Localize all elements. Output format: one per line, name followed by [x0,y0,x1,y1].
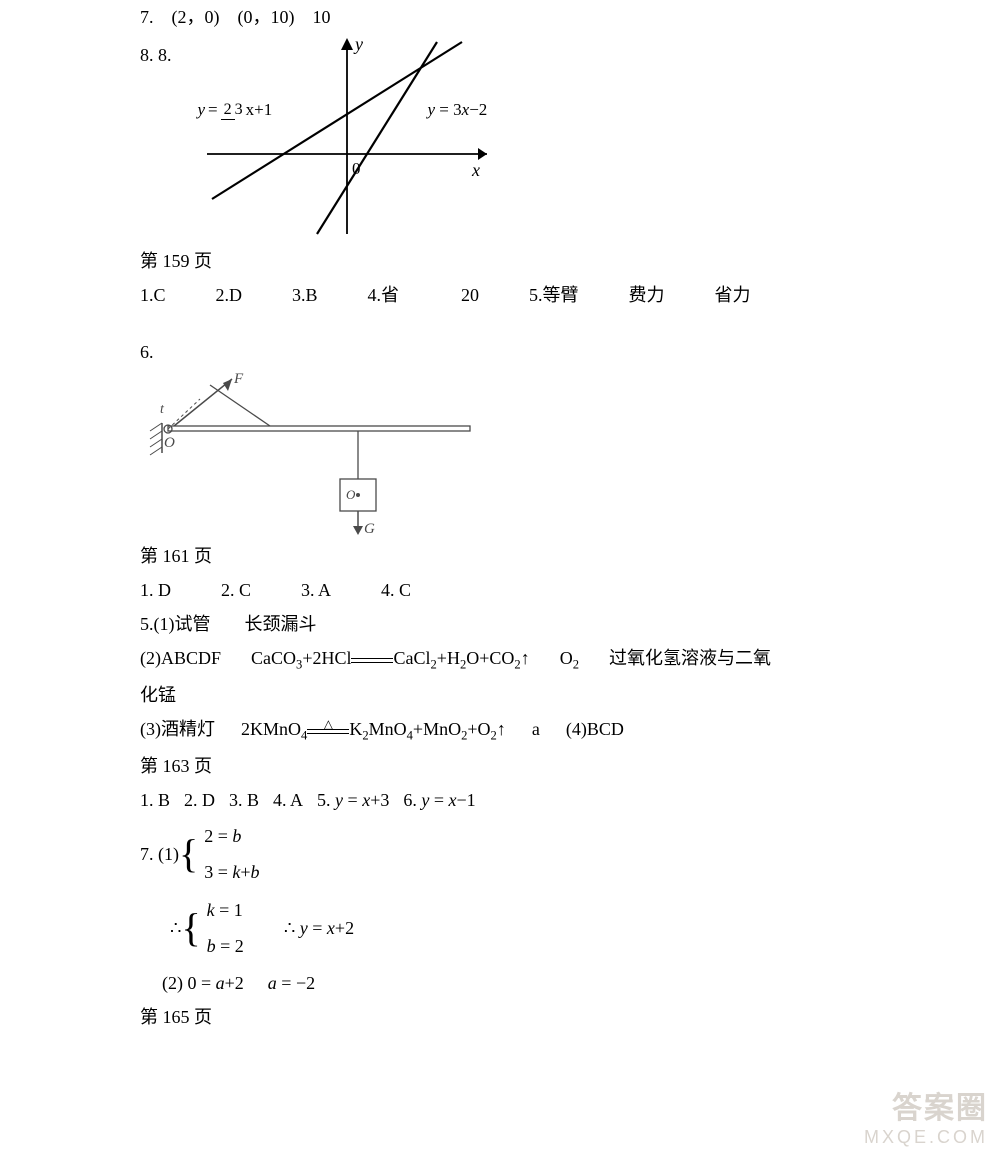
answer-7: 7. (2，0) (0，10) 10 [140,0,860,34]
page-161-row1: 1. D 2. C 3. A 4. C [140,573,860,607]
p163-q7-1: 7. (1) { 2 = b 3 = k+b [140,817,860,891]
q7-2-eq1: (2) 0 = a+2 [162,966,244,1000]
q5-3-c: a [532,712,540,746]
q7-value: 10 [313,0,331,34]
eq-left-label: y = 23 x+1 [198,94,273,126]
q7-label: 7. [140,0,154,34]
y-axis-label: y [353,34,363,54]
p163-a2: 2. D [184,783,215,817]
q5-3-a: (3)酒精灯 [140,712,215,746]
q5-2-o2: O2 [560,641,579,678]
page-159-title: 第 159 页 [140,244,860,278]
sys2a: k = 1 [207,893,244,927]
lever-diagram: F t O O G [140,369,860,539]
origin-label: 0 [352,159,361,178]
p159-a5-v1: 费力 [629,278,665,312]
q5-2-equation: CaCO3+2HClCaCl2+H2O+CO2↑ [251,641,530,678]
sys1a: 2 = b [204,819,259,853]
p159-a5-v2: 省力 [715,278,751,312]
p159-a2: 2.D [216,278,243,312]
svg-text:G: G [364,521,375,537]
q5-1-b: 长颈漏斗 [245,607,317,641]
q7-point1: (2，0) [172,0,220,34]
p161-a1: 1. D [140,573,171,607]
p161-a4: 4. C [381,573,411,607]
q5-2-text: 过氧化氢溶液与二氧 [609,641,771,675]
svg-text:F: F [233,371,244,387]
p161-q5-2: (2)ABCDF CaCO3+2HClCaCl2+H2O+CO2↑ O2 过氧化… [140,641,860,678]
p159-a5-label: 5.等臂 [529,278,579,312]
p161-a2: 2. C [221,573,251,607]
p163-q7-therefore: ∴ { k = 1 b = 2 ∴ y = x+2 [170,891,860,965]
watermark-line2: MXQE.COM [864,1127,988,1148]
p159-a3: 3.B [292,278,318,312]
x-axis-label: x [471,160,480,180]
q5-2-cont: 化锰 [140,678,860,712]
p159-q6: 6. [140,335,860,369]
page-163-row1: 1. B 2. D 3. B 4. A 5. y = x+3 6. y = x−… [140,783,860,817]
q8-label: 8. [140,45,154,65]
page-159-answers: 1.C 2.D 3.B 4.省 20 5.等臂 费力 省力 [140,278,860,312]
p163-a5: 5. y = x+3 [317,783,389,817]
p163-a6: 6. y = x−1 [403,783,475,817]
svg-text:O: O [164,435,175,451]
q8-value: 8. [158,45,172,65]
q7-2-eq2: a = −2 [268,966,315,1000]
sys1b: 3 = k+b [204,855,259,889]
p159-a4-label: 4.省 [368,278,400,312]
q7-point2: (0，10) [238,0,295,34]
linear-graph: 0 x y y = 23 x+1 y = 3x−2 [182,34,502,244]
svg-text:O: O [346,487,356,502]
p163-a4: 4. A [273,783,303,817]
page-163-title: 第 163 页 [140,749,860,783]
p163-a1: 1. B [140,783,170,817]
p161-a3: 3. A [301,573,331,607]
answer-8-row: 8. 8. 0 x y y [140,34,860,244]
p159-a4-val: 20 [461,278,479,312]
q5-2-a: (2)ABCDF [140,641,221,675]
q7-label: 7. (1) [140,837,179,871]
therefore-symbol: ∴ [170,911,181,945]
svg-text:t: t [160,402,165,417]
watermark: 答案圈 MXQE.COM [864,1083,988,1148]
p159-a1: 1.C [140,278,166,312]
sys2b: b = 2 [207,929,244,963]
watermark-line1: 答案圈 [864,1083,988,1127]
q5-1-a: 5.(1)试管 [140,607,211,641]
q7-conclusion: ∴ y = x+2 [284,911,354,945]
q5-4: (4)BCD [566,712,624,746]
q5-3-equation: 2KMnO4△K2MnO4+MnO2+O2↑ [241,712,506,749]
p163-a3: 3. B [229,783,259,817]
p161-q5-1: 5.(1)试管 长颈漏斗 [140,607,860,641]
page-161-title: 第 161 页 [140,539,860,573]
eq-right-label: y = 3x−2 [428,94,488,126]
p163-q7-2: (2) 0 = a+2 a = −2 [162,966,860,1000]
page-165-title: 第 165 页 [140,1000,860,1034]
p161-q5-3: (3)酒精灯 2KMnO4△K2MnO4+MnO2+O2↑ a (4)BCD [140,712,860,749]
